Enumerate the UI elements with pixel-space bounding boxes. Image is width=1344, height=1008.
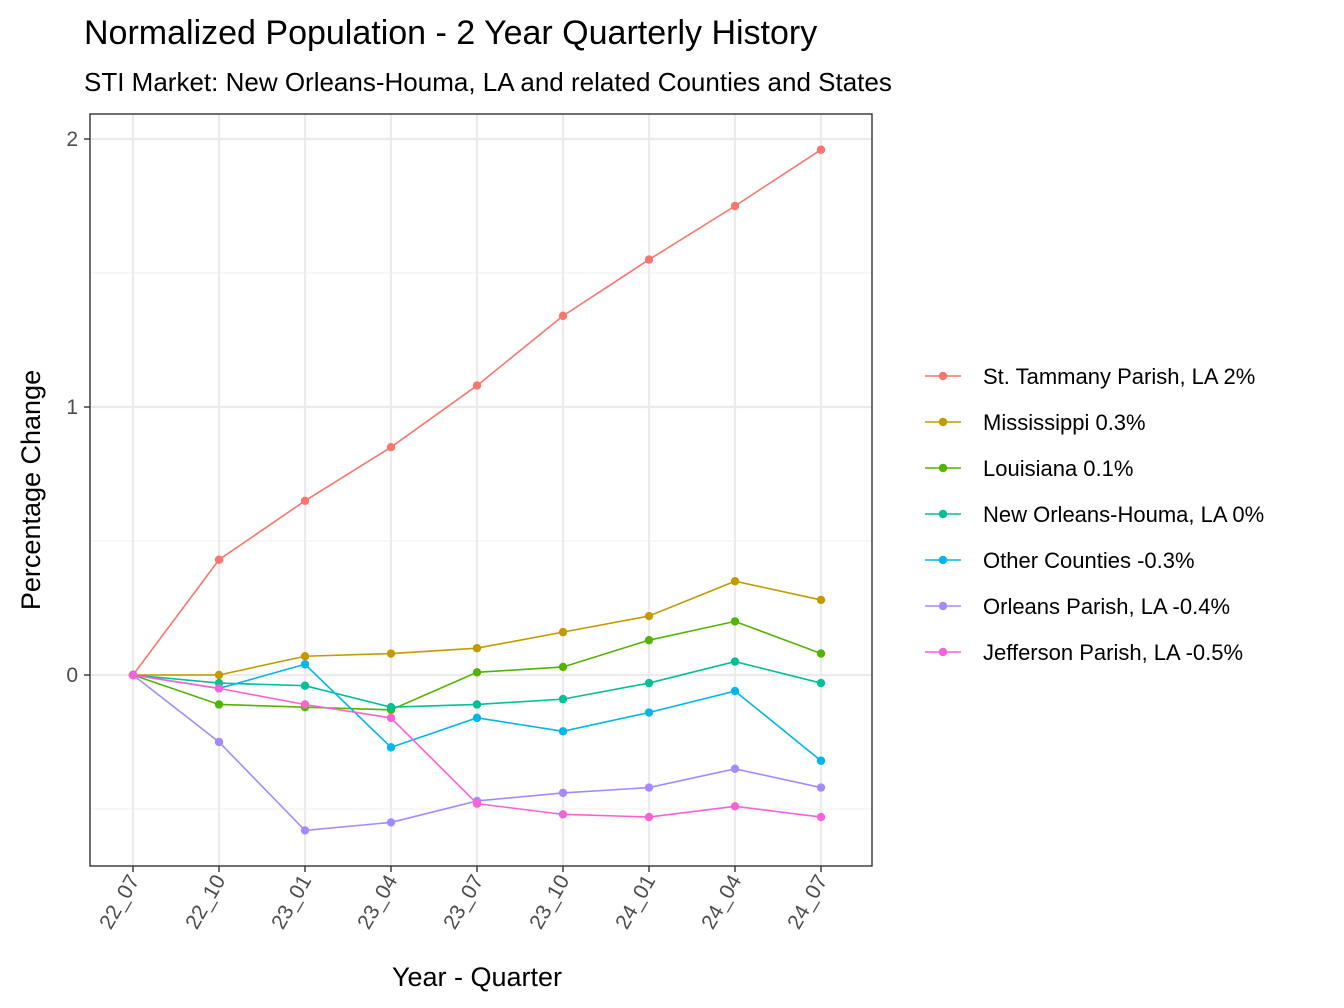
data-point: [644, 678, 654, 688]
data-point: [730, 686, 740, 696]
plot-panel-border: [89, 113, 873, 867]
legend-key-point: [938, 647, 948, 657]
data-point: [472, 700, 482, 709]
data-point: [558, 311, 568, 321]
y-tick-label: 0: [66, 664, 78, 687]
x-tick-label: 24_04: [697, 871, 746, 933]
x-tick-label: 23_07: [439, 871, 488, 933]
data-point: [214, 670, 224, 680]
data-point: [558, 727, 568, 736]
legend-item: Other Counties -0.3%: [925, 548, 1195, 573]
legend-label: Mississippi 0.3%: [983, 410, 1146, 435]
legend-label: St. Tammany Parish, LA 2%: [983, 364, 1255, 389]
data-point: [558, 788, 568, 798]
data-point: [300, 700, 310, 709]
x-tick-label: 22_10: [181, 871, 230, 933]
legend-key-point: [938, 417, 948, 427]
data-point: [816, 783, 826, 792]
x-tick-label: 23_01: [267, 871, 316, 933]
data-point: [816, 595, 826, 605]
data-point: [128, 670, 138, 680]
series-4: [128, 660, 826, 765]
data-point: [386, 649, 396, 658]
legend-label: New Orleans-Houma, LA 0%: [983, 502, 1264, 527]
x-tick-label: 23_10: [525, 871, 574, 933]
data-point: [214, 555, 224, 564]
y-tick-label: 1: [66, 396, 78, 419]
data-point: [472, 799, 482, 808]
data-point: [386, 443, 396, 452]
data-point: [730, 764, 740, 773]
data-point: [816, 145, 826, 154]
y-axis: 0 1 2: [66, 128, 90, 687]
data-point: [300, 681, 310, 690]
data-point: [816, 756, 826, 765]
legend-label: Other Counties -0.3%: [983, 548, 1195, 573]
data-point: [816, 812, 826, 822]
data-point: [558, 810, 568, 819]
x-tick-label: 24_07: [783, 871, 832, 933]
data-point: [730, 577, 740, 586]
data-point: [300, 826, 310, 835]
data-point: [472, 713, 482, 723]
legend-key-point: [938, 555, 948, 565]
x-tick-label: 22_07: [95, 871, 144, 933]
legend-label: Louisiana 0.1%: [983, 456, 1133, 481]
data-point: [300, 496, 310, 505]
grid-major: [90, 114, 872, 866]
grid-minor: [90, 272, 872, 810]
data-point: [386, 818, 396, 827]
data-point: [214, 737, 224, 747]
series-layer: [128, 145, 826, 835]
x-axis-title: Year - Quarter: [392, 962, 562, 992]
data-point: [472, 381, 482, 390]
legend-item: St. Tammany Parish, LA 2%: [925, 364, 1255, 389]
series-6: [128, 670, 826, 822]
data-point: [730, 657, 740, 666]
legend-item: New Orleans-Houma, LA 0%: [925, 502, 1264, 527]
data-point: [300, 660, 310, 669]
data-point: [558, 627, 568, 637]
legend: St. Tammany Parish, LA 2% Mississippi 0.3…: [925, 364, 1264, 665]
data-point: [472, 668, 482, 677]
data-point: [644, 611, 654, 621]
data-point: [644, 708, 654, 717]
data-point: [472, 644, 482, 653]
legend-key-point: [938, 601, 948, 611]
data-point: [730, 617, 740, 626]
data-point: [644, 635, 654, 645]
data-point: [214, 684, 224, 693]
data-point: [386, 702, 396, 712]
data-point: [558, 662, 568, 672]
data-point: [644, 255, 654, 264]
data-point: [730, 802, 740, 811]
data-point: [730, 201, 740, 211]
y-axis-title: Percentage Change: [16, 370, 46, 610]
legend-item: Mississippi 0.3%: [925, 410, 1146, 435]
data-point: [816, 649, 826, 658]
data-point: [386, 713, 396, 723]
chart-subtitle: STI Market: New Orleans-Houma, LA and re…: [84, 67, 892, 97]
legend-key-point: [938, 371, 948, 381]
x-tick-label: 23_04: [353, 871, 402, 933]
legend-item: Louisiana 0.1%: [925, 456, 1133, 481]
data-point: [386, 743, 396, 752]
x-tick-label: 24_01: [611, 871, 660, 933]
legend-item: Jefferson Parish, LA -0.5%: [925, 640, 1243, 665]
legend-key-point: [938, 463, 948, 473]
chart-title: Normalized Population - 2 Year Quarterly…: [84, 14, 817, 52]
data-point: [214, 700, 224, 709]
data-point: [558, 694, 568, 704]
data-point: [816, 678, 826, 688]
legend-label: Jefferson Parish, LA -0.5%: [983, 640, 1243, 665]
x-axis: 22_07 22_10 23_01 23_04 23_07 23_10 24_01 24_04…: [95, 866, 832, 933]
data-point: [300, 652, 310, 661]
legend-key-point: [938, 509, 948, 519]
legend-item: Orleans Parish, LA -0.4%: [925, 594, 1230, 619]
data-point: [644, 812, 654, 822]
data-point: [644, 783, 654, 792]
legend-label: Orleans Parish, LA -0.4%: [983, 594, 1230, 619]
y-tick-label: 2: [66, 128, 78, 151]
